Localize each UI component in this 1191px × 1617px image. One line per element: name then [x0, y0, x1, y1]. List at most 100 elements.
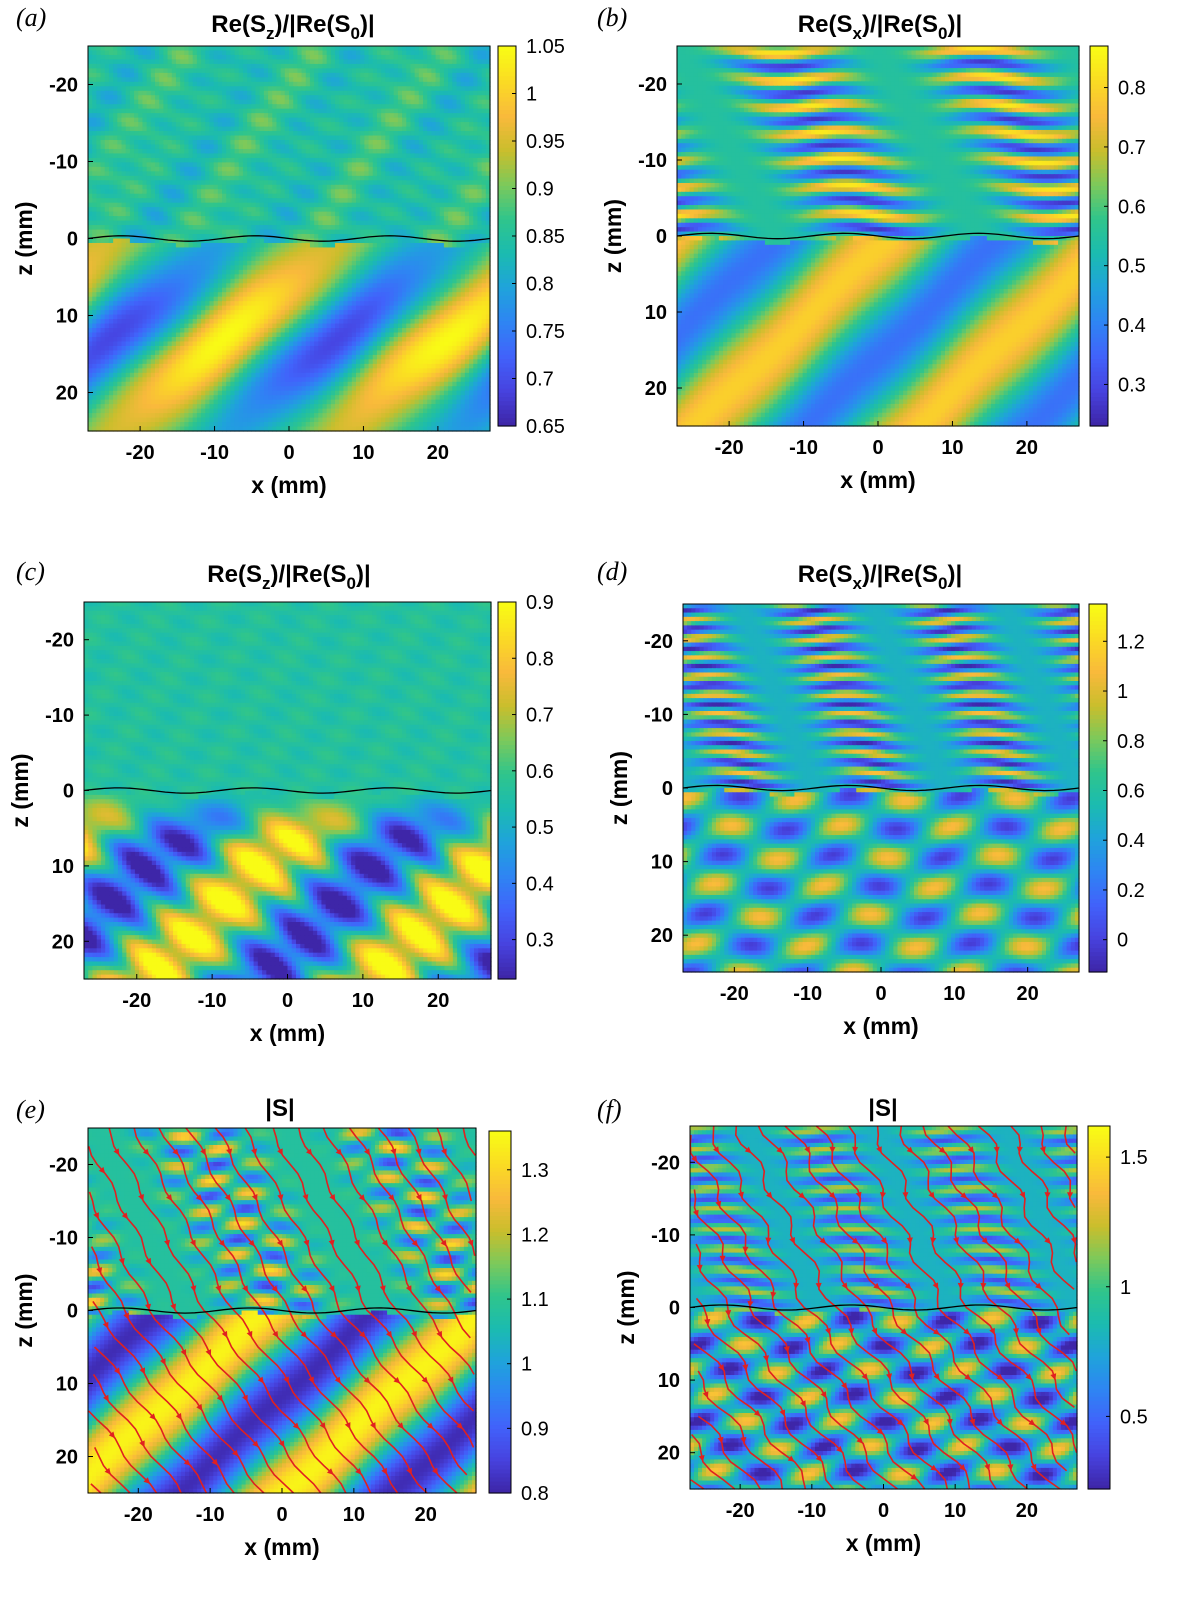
- heatmap-cell: [247, 73, 252, 78]
- heatmap-cell: [184, 55, 189, 60]
- heatmap-cell: [105, 68, 110, 73]
- heatmap-cell: [369, 64, 374, 69]
- heatmap-cell: [297, 68, 302, 73]
- heatmap-cell: [209, 64, 214, 69]
- heatmap-cell: [452, 50, 457, 55]
- heatmap-cell: [394, 55, 399, 60]
- heatmap-cell: [163, 64, 168, 69]
- heatmap-cell: [155, 77, 160, 82]
- heatmap-cell: [402, 68, 407, 73]
- heatmap-cell: [306, 59, 311, 64]
- heatmap-cell: [452, 64, 457, 69]
- heatmap-cell: [264, 50, 269, 55]
- heatmap-cell: [469, 64, 474, 69]
- heatmap-cell: [318, 46, 323, 51]
- heatmap-cell: [138, 77, 143, 82]
- heatmap-cell: [172, 46, 177, 51]
- heatmap-cell: [394, 46, 399, 51]
- heatmap-cell: [373, 64, 378, 69]
- heatmap-cell: [381, 73, 386, 78]
- heatmap-cell: [96, 73, 101, 78]
- heatmap-cell: [448, 64, 453, 69]
- heatmap-cell: [314, 73, 319, 78]
- heatmap-cell: [184, 46, 189, 51]
- heatmap-cell: [276, 64, 281, 69]
- heatmap-cell: [318, 55, 323, 60]
- heatmap-cell: [184, 64, 189, 69]
- heatmap-cell: [348, 68, 353, 73]
- heatmap-cell: [352, 64, 357, 69]
- heatmap-cell: [113, 77, 118, 82]
- heatmap-cell: [469, 73, 474, 78]
- heatmap-cell: [117, 68, 122, 73]
- heatmap-cell: [327, 64, 332, 69]
- heatmap-cell: [168, 64, 173, 69]
- heatmap-cell: [138, 46, 143, 51]
- heatmap-cell: [482, 59, 487, 64]
- heatmap-cell: [331, 73, 336, 78]
- heatmap-cell: [364, 68, 369, 73]
- heatmap-cell: [348, 64, 353, 69]
- heatmap-cell: [113, 55, 118, 60]
- heatmap-cell: [159, 50, 164, 55]
- heatmap-cell: [256, 59, 261, 64]
- heatmap-cell: [260, 59, 265, 64]
- heatmap-cell: [335, 55, 340, 60]
- heatmap-cell: [101, 77, 106, 82]
- heatmap-cell: [444, 64, 449, 69]
- heatmap-cell: [461, 73, 466, 78]
- heatmap-cell: [465, 46, 470, 51]
- heatmap-cell: [352, 73, 357, 78]
- heatmap-cell: [419, 68, 424, 73]
- heatmap-cell: [297, 50, 302, 55]
- heatmap-cell: [159, 59, 164, 64]
- heatmap-cell: [394, 59, 399, 64]
- heatmap-cell: [335, 64, 340, 69]
- heatmap-cell: [423, 64, 428, 69]
- heatmap-cell: [465, 55, 470, 60]
- heatmap-cell: [105, 73, 110, 78]
- heatmap-cell: [410, 46, 415, 51]
- heatmap-cell: [260, 50, 265, 55]
- heatmap-cell: [444, 46, 449, 51]
- heatmap-cell: [101, 73, 106, 78]
- heatmap-cell: [360, 50, 365, 55]
- heatmap-cell: [477, 55, 482, 60]
- heatmap-cell: [390, 64, 395, 69]
- heatmap-cell: [431, 55, 436, 60]
- heatmap-cell: [193, 55, 198, 60]
- heatmap-cell: [302, 50, 307, 55]
- heatmap-cell: [289, 64, 294, 69]
- heatmap-cell: [448, 59, 453, 64]
- heatmap-cell: [159, 46, 164, 51]
- heatmap-cell: [402, 50, 407, 55]
- heatmap-cell: [398, 50, 403, 55]
- heatmap-cell: [293, 64, 298, 69]
- heatmap-cell: [243, 59, 248, 64]
- heatmap-cell: [377, 64, 382, 69]
- heatmap-cell: [193, 68, 198, 73]
- heatmap-cell: [209, 50, 214, 55]
- heatmap-cell: [310, 50, 315, 55]
- heatmap-cell: [306, 68, 311, 73]
- heatmap-cell: [331, 64, 336, 69]
- heatmap-cell: [201, 55, 206, 60]
- heatmap-cell: [218, 59, 223, 64]
- heatmap-cell: [473, 64, 478, 69]
- heatmap-cell: [431, 59, 436, 64]
- heatmap-cell: [440, 55, 445, 60]
- heatmap-cell: [184, 59, 189, 64]
- heatmap-cell: [197, 64, 202, 69]
- heatmap-cell: [310, 73, 315, 78]
- heatmap-cell: [482, 68, 487, 73]
- heatmap-cell: [130, 50, 135, 55]
- heatmap-cell: [356, 73, 361, 78]
- heatmap-cell: [197, 50, 202, 55]
- heatmap-cell: [122, 55, 127, 60]
- heatmap-cell: [436, 64, 441, 69]
- chart-title: Re(Sz)/|Re(S0)|: [211, 11, 374, 43]
- heatmap-cell: [339, 55, 344, 60]
- heatmap-cell: [256, 68, 261, 73]
- heatmap-cell: [176, 46, 181, 51]
- heatmap-cell: [180, 55, 185, 60]
